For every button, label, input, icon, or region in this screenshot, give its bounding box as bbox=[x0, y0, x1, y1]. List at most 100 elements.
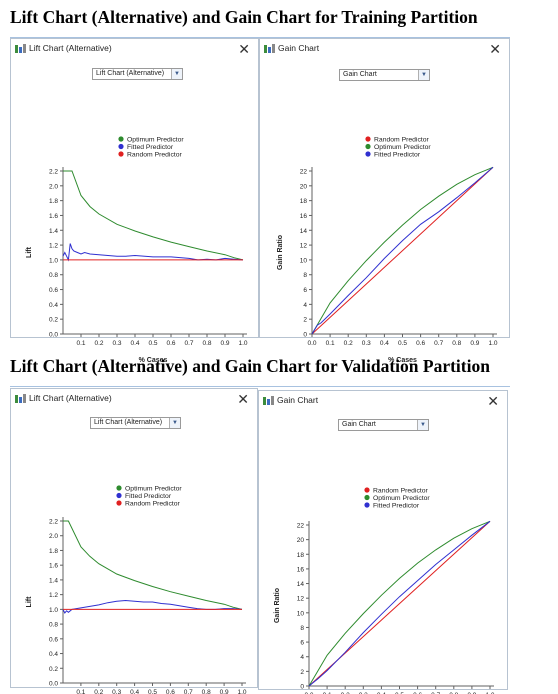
chart-app-icon bbox=[15, 44, 26, 53]
window-titlebar: Lift Chart (Alternative) ✕ bbox=[11, 389, 257, 411]
x-axis-title: % Cases bbox=[388, 357, 417, 364]
y-tick-label: 1.6 bbox=[49, 213, 58, 220]
y-tick-label: 4 bbox=[300, 654, 304, 661]
lift-chart-training: 0.0 0.2 0.4 0.6 0.8 1.0 1.2 1.4 1.6 1.8 2.0 2.2 0.1 0… bbox=[26, 136, 248, 364]
y-tick-label: 2.0 bbox=[49, 533, 58, 540]
chevron-down-icon[interactable]: ▼ bbox=[418, 70, 429, 80]
window-titlebar: Gain Chart ✕ bbox=[259, 391, 507, 413]
legend-label: Optimum Predictor bbox=[125, 486, 182, 493]
series-line-fitted bbox=[62, 243, 244, 262]
x-tick-label: 0.6 bbox=[166, 340, 175, 347]
chevron-down-icon[interactable]: ▼ bbox=[171, 69, 182, 79]
y-tick-label: 18 bbox=[300, 198, 308, 205]
y-tick-label: 2 bbox=[300, 669, 304, 676]
y-tick-label: 1.4 bbox=[49, 228, 58, 235]
x-tick-label: 0.2 bbox=[344, 340, 353, 347]
series-line-fitted bbox=[311, 166, 494, 335]
x-tick-label: 0.1 bbox=[326, 340, 335, 347]
y-tick-label: 16 bbox=[300, 213, 308, 220]
series-line-optimum bbox=[311, 166, 494, 335]
close-icon[interactable]: ✕ bbox=[237, 391, 249, 407]
x-tick-label: 0.7 bbox=[184, 340, 193, 347]
x-tick-label: 0.3 bbox=[362, 340, 371, 347]
chevron-down-icon[interactable]: ▼ bbox=[169, 418, 180, 428]
window-titlebar: Gain Chart ✕ bbox=[260, 39, 509, 61]
x-tick-label: 0.1 bbox=[76, 340, 85, 347]
y-tick-label: 0.2 bbox=[49, 317, 58, 324]
y-tick-label: 0 bbox=[300, 684, 304, 691]
x-tick-label: 0.5 bbox=[398, 340, 407, 347]
close-icon[interactable]: ✕ bbox=[487, 393, 499, 409]
series-line-optimum bbox=[308, 520, 491, 687]
legend-marker-random bbox=[364, 487, 370, 493]
legend-marker-random bbox=[116, 500, 122, 506]
legend-marker-optimum bbox=[116, 485, 122, 491]
series-line-optimum bbox=[63, 520, 243, 610]
dropdown-value: Lift Chart (Alternative) bbox=[94, 419, 163, 426]
x-tick-label: 1.0 bbox=[485, 692, 494, 694]
x-tick-label: 0.5 bbox=[148, 689, 157, 694]
y-tick-label: 20 bbox=[300, 183, 308, 190]
y-tick-label: 1.8 bbox=[49, 198, 58, 205]
x-axis-title: % Cases bbox=[139, 357, 168, 364]
y-tick-label: 2 bbox=[303, 317, 307, 324]
x-tick-label: 0.9 bbox=[220, 689, 229, 694]
dropdown-value: Gain Chart bbox=[342, 421, 376, 428]
y-tick-label: 22 bbox=[300, 169, 308, 176]
series-line-optimum bbox=[63, 170, 244, 261]
lift-window-validation: Lift Chart (Alternative) ✕ Lift Chart (A… bbox=[10, 388, 258, 694]
y-tick-label: 14 bbox=[300, 228, 308, 235]
gain-chart-validation: 0 2 4 6 8 10 12 14 16 18 20 22 0.0 0.1 0.2 0.3 0.4 0.5 0.6… bbox=[274, 487, 495, 694]
legend-marker-optimum bbox=[118, 136, 124, 142]
legend-marker-optimum bbox=[365, 143, 371, 150]
gain-window-validation: Gain Chart ✕ Gain Chart ▼ 0 2 4 6 8 10 12 14 16 1… bbox=[258, 390, 508, 694]
y-tick-label: 4 bbox=[303, 302, 307, 309]
legend-label: Fitted Predictor bbox=[125, 493, 172, 500]
x-tick-label: 0.5 bbox=[148, 340, 157, 347]
legend-label: Fitted Predictor bbox=[374, 152, 421, 159]
legend-marker-random bbox=[365, 136, 371, 142]
x-tick-label: 0.8 bbox=[452, 340, 461, 347]
x-tick-label: 0.9 bbox=[467, 692, 476, 694]
close-icon[interactable]: ✕ bbox=[489, 41, 501, 57]
x-tick-label: 0.1 bbox=[323, 692, 332, 694]
window-title: Gain Chart bbox=[277, 395, 319, 405]
x-tick-label: 0.6 bbox=[166, 689, 175, 694]
y-tick-label: 2.2 bbox=[49, 169, 58, 176]
chart-type-dropdown[interactable]: Gain Chart ▼ bbox=[338, 419, 429, 431]
legend-label: Random Predictor bbox=[374, 137, 430, 144]
x-tick-label: 1.0 bbox=[238, 340, 247, 347]
legend-label: Fitted Predictor bbox=[373, 503, 420, 510]
validation-heading: Lift Chart (Alternative) and Gain Chart … bbox=[10, 356, 490, 376]
y-tick-label: 2.0 bbox=[49, 183, 58, 190]
y-tick-label: 0.8 bbox=[49, 622, 58, 629]
y-tick-label: 8 bbox=[300, 625, 304, 632]
y-tick-label: 1.0 bbox=[49, 607, 58, 614]
y-tick-label: 0.0 bbox=[49, 681, 58, 688]
lift-chart-validation: 0.0 0.2 0.4 0.6 0.8 1.0 1.2 1.4 1.6 1.8 2.0 2.2 0.1 0… bbox=[26, 485, 247, 694]
legend-label: Random Predictor bbox=[127, 152, 183, 159]
chart-type-dropdown[interactable]: Lift Chart (Alternative) ▼ bbox=[90, 417, 181, 429]
gain-chart-training: 0 2 4 6 8 10 12 14 16 18 20 22 0.0 0.1 0.2 0.3 0.4 0.5 0.6… bbox=[277, 136, 498, 364]
legend-label: Optimum Predictor bbox=[373, 495, 430, 502]
chevron-down-icon[interactable]: ▼ bbox=[417, 420, 428, 430]
close-icon[interactable]: ✕ bbox=[238, 41, 250, 57]
x-tick-label: 0.7 bbox=[431, 692, 440, 694]
chart-type-dropdown[interactable]: Gain Chart ▼ bbox=[339, 69, 430, 81]
x-tick-label: 0.5 bbox=[395, 692, 404, 694]
y-tick-label: 1.2 bbox=[49, 243, 58, 250]
y-tick-label: 12 bbox=[297, 596, 305, 603]
y-tick-label: 6 bbox=[303, 287, 307, 294]
series-line-fitted bbox=[308, 520, 491, 687]
legend-marker-fitted bbox=[116, 492, 122, 499]
y-tick-label: 0.4 bbox=[49, 302, 58, 309]
chart-type-dropdown[interactable]: Lift Chart (Alternative) ▼ bbox=[92, 68, 183, 80]
dropdown-value: Lift Chart (Alternative) bbox=[96, 70, 165, 77]
x-tick-label: 0.8 bbox=[449, 692, 458, 694]
y-tick-label: 20 bbox=[297, 537, 305, 544]
x-tick-label: 0.1 bbox=[76, 689, 85, 694]
x-tick-label: 0.4 bbox=[377, 692, 386, 694]
x-tick-label: 0.2 bbox=[341, 692, 350, 694]
y-tick-label: 6 bbox=[300, 640, 304, 647]
legend-label: Optimum Predictor bbox=[374, 144, 431, 151]
